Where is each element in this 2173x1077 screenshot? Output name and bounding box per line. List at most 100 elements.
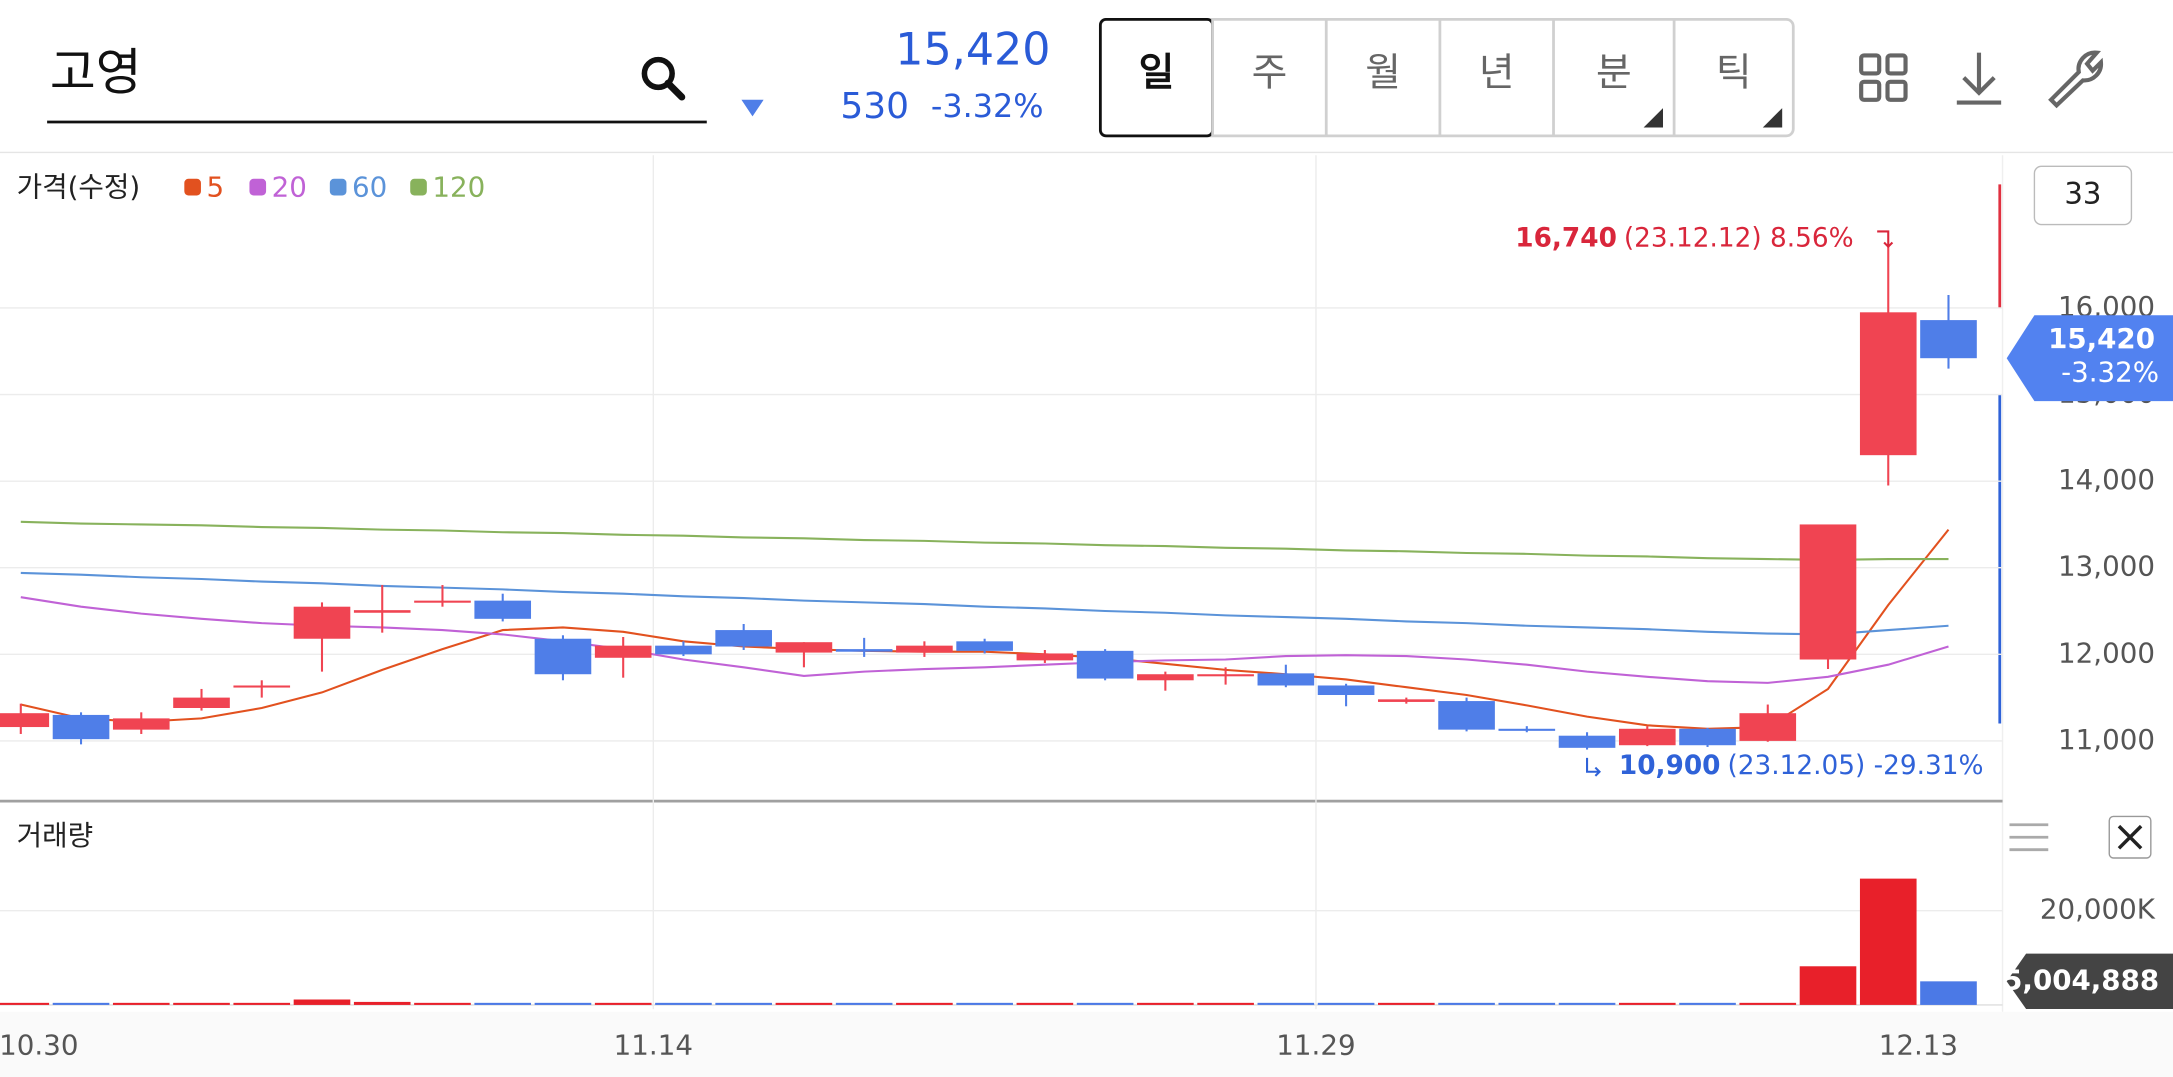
- volume-bar: [896, 1002, 953, 1005]
- candle-body: [835, 649, 893, 652]
- candle-body: [112, 718, 170, 730]
- volume-panel-title: 거래량: [17, 819, 93, 852]
- legend-swatch: [249, 178, 267, 196]
- icon-part: [1885, 53, 1908, 76]
- volume-bar: [1317, 1002, 1375, 1005]
- volume-bar: [534, 1002, 592, 1005]
- candle-body: [1558, 735, 1616, 748]
- volume-bar: [1438, 1002, 1495, 1005]
- candle-body: [775, 642, 833, 653]
- volume-bar: [594, 1002, 652, 1005]
- ma-line: [20, 571, 1949, 636]
- candle-body: [1378, 699, 1435, 702]
- last-price-label: 15,420: [2048, 322, 2155, 355]
- volume-bar: [474, 1002, 532, 1005]
- annotation-detail: (23.12.05) -29.31%: [1727, 751, 1983, 781]
- icon-part: [1859, 79, 1882, 102]
- candle-body: [52, 714, 110, 740]
- icon-part: [1962, 76, 1996, 96]
- legend-swatch: [410, 178, 427, 196]
- last-volume-label: 5,004,888: [2003, 963, 2159, 996]
- period-button[interactable]: 분: [1596, 50, 1632, 95]
- period-button[interactable]: 주: [1252, 50, 1288, 95]
- period-button[interactable]: 월: [1365, 50, 1401, 95]
- volume-bar: [1197, 1002, 1254, 1005]
- volume-bar: [1920, 981, 1977, 1005]
- candle-body: [1799, 524, 1857, 660]
- annotation-arrow: [1877, 230, 1894, 249]
- download-icon[interactable]: [1956, 52, 2002, 105]
- volume-bar: [52, 1002, 110, 1005]
- header-change: 530: [840, 86, 909, 127]
- candle-body: [534, 638, 592, 675]
- candle-body: [1618, 728, 1676, 746]
- candle-body: [956, 641, 1013, 651]
- y-tick-label: 13,000: [2058, 550, 2155, 583]
- volume-bar: [233, 1002, 291, 1005]
- icon-part: [1859, 53, 1882, 76]
- x-tick-label: 11.14: [614, 1029, 693, 1062]
- icon-part: [1885, 79, 1908, 102]
- x-tick-label: 10.30: [0, 1029, 78, 1062]
- search-text[interactable]: 고영: [50, 44, 142, 102]
- candle-body: [1438, 701, 1495, 730]
- volume-bar: [956, 1002, 1013, 1005]
- candle-body: [715, 630, 772, 647]
- annotation-value: 10,900: [1619, 751, 1721, 781]
- layout-icon[interactable]: [1859, 53, 1908, 102]
- candle-body: [1859, 312, 1917, 456]
- candle-body: [1016, 653, 1074, 661]
- y-tick-label: 20,000K: [2040, 893, 2156, 926]
- candle-body: [1257, 673, 1315, 686]
- period-button[interactable]: 일: [1139, 50, 1175, 95]
- volume-bar: [293, 999, 351, 1005]
- candle-body: [293, 606, 351, 639]
- volume-bar: [414, 1002, 471, 1005]
- candle-body: [1498, 728, 1556, 731]
- volume-bar: [1016, 1002, 1074, 1005]
- last-price-tag: [2006, 315, 2173, 402]
- legend-swatch: [184, 178, 201, 196]
- period-button[interactable]: 틱: [1716, 50, 1752, 95]
- price-panel-title: 가격(수정): [17, 171, 141, 204]
- volume-bar: [775, 1002, 833, 1005]
- price-annotation: 16,740 (23.12.12) 8.56%: [1515, 223, 1853, 253]
- volume-bar: [1558, 1002, 1616, 1005]
- volume-bar: [1618, 1002, 1676, 1005]
- volume-bar: [1378, 1002, 1435, 1005]
- candle-body: [233, 685, 291, 688]
- volume-bar: [1076, 1002, 1134, 1005]
- menu-icon[interactable]: [2009, 823, 2049, 852]
- last-volume-tag: [2006, 953, 2173, 1010]
- search-icon[interactable]: [641, 56, 686, 101]
- legend-label: 60: [352, 171, 387, 204]
- volume-bar: [1799, 966, 1857, 1005]
- y-tick-label: 12,000: [2058, 636, 2155, 669]
- x-axis-strip: [0, 1011, 2173, 1077]
- volume-bar: [353, 1001, 411, 1005]
- icon-part: [2117, 824, 2143, 850]
- candle-body: [655, 645, 712, 655]
- y-tick-label: 11,000: [2058, 723, 2155, 756]
- settings-icon[interactable]: [2048, 50, 2104, 109]
- close-icon[interactable]: [2108, 815, 2152, 859]
- candle-body: [353, 610, 411, 613]
- volume-bar: [1137, 1002, 1194, 1005]
- candle-body: [896, 645, 953, 653]
- volume-bar: [1679, 1002, 1736, 1005]
- header-price: 15,420: [895, 25, 1050, 76]
- visible-count[interactable]: 33: [2064, 176, 2101, 210]
- volume-bar: [0, 1002, 50, 1005]
- candle-body: [594, 645, 652, 658]
- period-button[interactable]: 년: [1479, 50, 1515, 95]
- dropdown-arrow[interactable]: [741, 99, 764, 117]
- price-annotation: 10,900 (23.12.05) -29.31%: [1619, 751, 1984, 781]
- count-box[interactable]: [2033, 165, 2133, 226]
- annotation-arrow: [1586, 757, 1601, 777]
- search-icon-circle: [641, 56, 675, 91]
- candle-body: [1076, 650, 1134, 679]
- candle-body: [1137, 674, 1194, 681]
- volume-bar: [1498, 1002, 1556, 1005]
